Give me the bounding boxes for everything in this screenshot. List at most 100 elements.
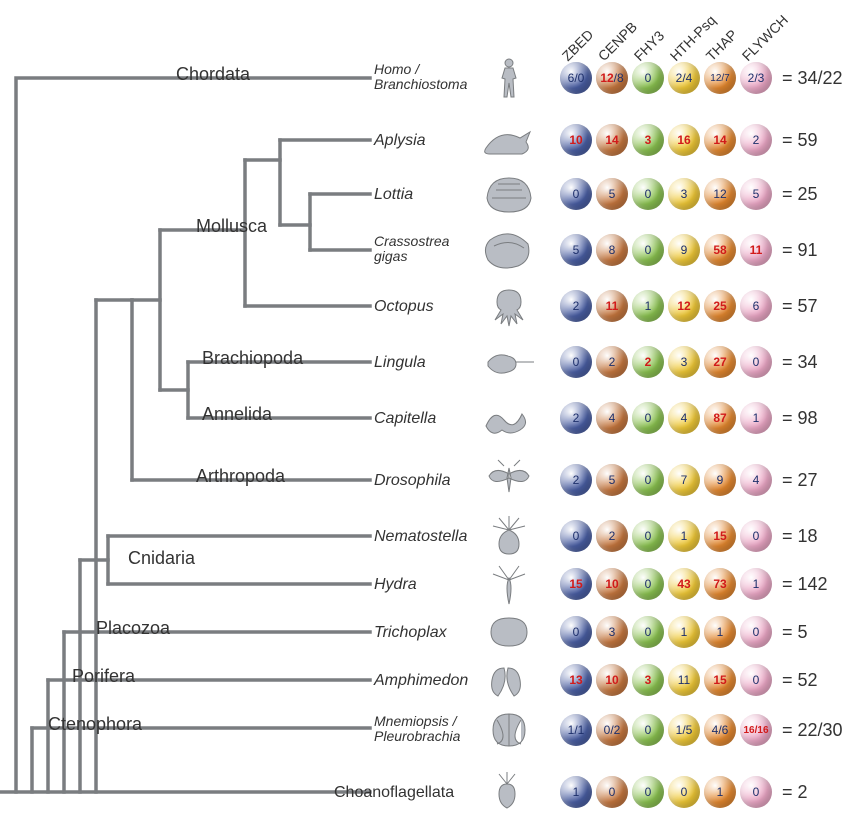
gene-count-row: 250794	[560, 464, 772, 496]
gene-count-ball: 4	[596, 402, 628, 434]
gene-count-ball: 3	[668, 346, 700, 378]
gene-count-ball: 12/7	[704, 62, 736, 94]
organism-icon	[480, 610, 540, 656]
taxon-label: Drosophila	[374, 472, 450, 490]
gene-count-ball: 43	[668, 568, 700, 600]
gene-count-ball: 12/8	[596, 62, 628, 94]
taxon-label: Capitella	[374, 410, 436, 428]
gene-count-ball: 6/0	[560, 62, 592, 94]
clade-label: Ctenophora	[48, 714, 142, 735]
organism-icon	[480, 658, 540, 704]
taxon-label: Choanoflagellata	[334, 784, 454, 802]
gene-count-ball: 0	[632, 178, 664, 210]
gene-count-row: 1310311150	[560, 664, 772, 696]
gene-count-ball: 2	[596, 520, 628, 552]
clade-label: Annelida	[202, 404, 272, 425]
gene-count-ball: 3	[632, 124, 664, 156]
gene-count-ball: 5	[560, 234, 592, 266]
organism-icon	[480, 340, 540, 386]
gene-count-ball: 12	[668, 290, 700, 322]
gene-count-ball: 2	[560, 402, 592, 434]
gene-count-ball: 0	[560, 346, 592, 378]
gene-count-row: 1/10/201/54/616/16	[560, 714, 772, 746]
organism-icon	[480, 228, 540, 274]
gene-count-ball: 0	[632, 520, 664, 552]
gene-count-ball: 87	[704, 402, 736, 434]
gene-count-ball: 1	[704, 616, 736, 648]
gene-count-row: 030110	[560, 616, 772, 648]
gene-count-ball: 1	[632, 290, 664, 322]
row-total: = 34	[782, 352, 818, 373]
clade-label: Placozoa	[96, 618, 170, 639]
organism-icon	[480, 458, 540, 504]
gene-count-ball: 2	[596, 346, 628, 378]
phylogeny-figure: ChordataMolluscaBrachiopodaAnnelidaArthr…	[0, 0, 865, 822]
gene-count-ball: 13	[560, 664, 592, 696]
gene-count-ball: 4	[668, 402, 700, 434]
gene-count-ball: 1	[740, 402, 772, 434]
row-total: = 25	[782, 184, 818, 205]
gene-count-row: 100010	[560, 776, 772, 808]
organism-icon	[480, 172, 540, 218]
taxon-label: Trichoplax	[374, 624, 447, 642]
gene-count-ball: 25	[704, 290, 736, 322]
gene-count-ball: 0	[740, 776, 772, 808]
gene-count-ball: 5	[740, 178, 772, 210]
gene-count-ball: 11	[668, 664, 700, 696]
gene-count-ball: 1	[668, 520, 700, 552]
gene-count-ball: 2	[560, 464, 592, 496]
clade-label: Mollusca	[196, 216, 267, 237]
taxon-label: Mnemiopsis /Pleurobrachia	[374, 714, 460, 745]
gene-count-ball: 0	[632, 714, 664, 746]
gene-count-ball: 5	[596, 178, 628, 210]
gene-count-ball: 1	[668, 616, 700, 648]
organism-icon	[478, 770, 538, 816]
gene-count-ball: 0	[632, 464, 664, 496]
gene-count-ball: 2	[632, 346, 664, 378]
gene-count-ball: 4/6	[704, 714, 736, 746]
clade-label: Cnidaria	[128, 548, 195, 569]
gene-count-ball: 27	[704, 346, 736, 378]
organism-icon	[480, 118, 540, 164]
row-total: = 22/30	[782, 720, 843, 741]
gene-count-ball: 1	[740, 568, 772, 600]
taxon-label: Crassostreagigas	[374, 234, 449, 265]
gene-count-ball: 73	[704, 568, 736, 600]
clade-label: Porifera	[72, 666, 135, 687]
gene-count-ball: 10	[596, 664, 628, 696]
gene-count-ball: 7	[668, 464, 700, 496]
gene-count-ball: 16	[668, 124, 700, 156]
taxon-label: Aplysia	[374, 132, 426, 150]
gene-count-ball: 4	[740, 464, 772, 496]
taxon-label: Homo /Branchiostoma	[374, 62, 467, 93]
gene-count-ball: 3	[632, 664, 664, 696]
taxon-label: Amphimedon	[374, 672, 468, 690]
gene-count-ball: 0/2	[596, 714, 628, 746]
gene-count-ball: 1	[560, 776, 592, 808]
gene-count-ball: 5	[596, 464, 628, 496]
gene-count-ball: 6	[740, 290, 772, 322]
gene-count-row: 6/012/802/412/72/3	[560, 62, 772, 94]
row-total: = 98	[782, 408, 818, 429]
row-total: = 34/22	[782, 68, 843, 89]
gene-count-ball: 15	[704, 520, 736, 552]
gene-count-row: 2404871	[560, 402, 772, 434]
row-total: = 52	[782, 670, 818, 691]
gene-count-ball: 8	[596, 234, 628, 266]
gene-count-ball: 10	[596, 568, 628, 600]
gene-count-row: 0503125	[560, 178, 772, 210]
gene-count-ball: 11	[740, 234, 772, 266]
gene-count-ball: 9	[704, 464, 736, 496]
gene-count-ball: 1/5	[668, 714, 700, 746]
organism-icon	[480, 284, 540, 330]
gene-count-ball: 0	[560, 178, 592, 210]
gene-count-ball: 1/1	[560, 714, 592, 746]
row-total: = 18	[782, 526, 818, 547]
gene-count-ball: 2	[740, 124, 772, 156]
row-total: = 142	[782, 574, 828, 595]
gene-count-ball: 0	[632, 234, 664, 266]
taxon-label: Nematostella	[374, 528, 467, 546]
taxon-label: Octopus	[374, 298, 434, 316]
gene-count-ball: 0	[740, 616, 772, 648]
row-total: = 57	[782, 296, 818, 317]
